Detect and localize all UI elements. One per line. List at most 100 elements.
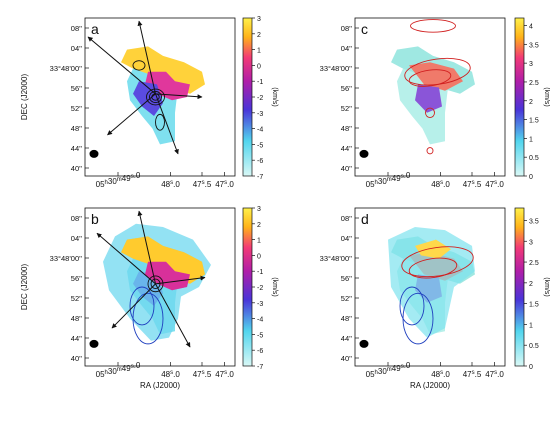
colorbar-tick-label: -3 bbox=[257, 301, 263, 308]
plot-frame bbox=[84, 207, 236, 367]
y-tick-label: 52'' bbox=[71, 294, 83, 303]
contour-red bbox=[408, 69, 452, 87]
colorbar-tick-label: 3 bbox=[257, 206, 261, 213]
contour-black bbox=[147, 275, 164, 293]
x-tick-label: 05h30m49s.0 bbox=[96, 361, 141, 379]
colorbar-bar bbox=[242, 17, 253, 177]
beam-ellipse bbox=[89, 339, 99, 348]
x-tick-label: 05h30m49s.0 bbox=[96, 171, 141, 189]
colorbar-tick-label: 0 bbox=[257, 253, 261, 260]
y-tick-label: 08'' bbox=[341, 214, 353, 223]
colorbar-tick-label: -5 bbox=[257, 332, 263, 339]
colorbar-tick-label: -3 bbox=[257, 111, 263, 118]
colorbar-tick-label: 3.5 bbox=[529, 218, 539, 225]
outflow-arrow bbox=[87, 36, 156, 95]
y-tick-label: 33°48'00'' bbox=[320, 64, 353, 73]
colorbar-tick-label: -6 bbox=[257, 348, 263, 355]
contour-blue bbox=[399, 286, 425, 326]
contour-black bbox=[155, 113, 165, 131]
outflow-arrow bbox=[137, 210, 156, 284]
colorbar-tick-label: -1 bbox=[257, 269, 263, 276]
y-tick-label: 48'' bbox=[71, 124, 83, 133]
colorbar-bar bbox=[514, 207, 525, 367]
velocity-map bbox=[121, 46, 205, 145]
outflow-arrow bbox=[96, 232, 156, 285]
y-tick-label: 48'' bbox=[71, 314, 83, 323]
contours bbox=[399, 246, 474, 345]
y-tick-label: 08'' bbox=[71, 214, 83, 223]
y-tick-label: 44'' bbox=[341, 334, 353, 343]
contour-black bbox=[149, 91, 162, 103]
y-axis-title: DEC (J2000) bbox=[20, 74, 29, 121]
y-tick-label: 40'' bbox=[71, 354, 83, 363]
y-tick-label: 56'' bbox=[71, 84, 83, 93]
y-tick-label: 48'' bbox=[341, 314, 353, 323]
colorbar-tick-label: 4 bbox=[529, 24, 533, 31]
colorbar-tick-label: 0 bbox=[529, 364, 533, 371]
y-tick-label: 56'' bbox=[341, 274, 353, 283]
outflow-arrows bbox=[96, 210, 206, 348]
colorbar-label: (km/s) bbox=[543, 87, 550, 106]
contour-blue bbox=[402, 292, 434, 345]
plot-frame bbox=[354, 207, 506, 367]
y-tick-label: 04'' bbox=[341, 44, 353, 53]
outflow-arrow bbox=[155, 93, 203, 100]
colorbar-tick-label: 2 bbox=[257, 32, 261, 39]
colorbar-tick-label: 2 bbox=[529, 281, 533, 288]
x-tick-label: 48s.0 bbox=[161, 180, 180, 189]
outflow-arrows bbox=[87, 20, 203, 155]
x-tick-label: 05h30m49s.0 bbox=[366, 171, 411, 189]
y-tick-label: 52'' bbox=[341, 104, 353, 113]
contour-black bbox=[150, 278, 161, 290]
y-tick-label: 44'' bbox=[71, 334, 83, 343]
contour-black bbox=[146, 88, 165, 106]
contour-blue bbox=[132, 292, 164, 345]
map-region-purple bbox=[415, 84, 442, 113]
y-tick-label: 44'' bbox=[341, 144, 353, 153]
colorbar-bar bbox=[514, 17, 525, 177]
outflow-arrow bbox=[107, 93, 156, 136]
y-tick-label: 04'' bbox=[71, 234, 83, 243]
colorbar-tick-label: -5 bbox=[257, 142, 263, 149]
colorbar-tick-label: 2 bbox=[529, 99, 533, 106]
contour-red bbox=[426, 147, 434, 155]
colorbar: 3 2 1 0 -1 -2 -3 -4 -5 -6 -7 (km/s) bbox=[242, 206, 278, 371]
y-tick-label: 44'' bbox=[71, 144, 83, 153]
y-axis-title: DEC (J2000) bbox=[20, 264, 29, 311]
y-tick-label: 04'' bbox=[71, 44, 83, 53]
panel-label: d bbox=[361, 211, 369, 227]
map-region-yellow bbox=[415, 239, 451, 259]
map-region-yellow bbox=[121, 46, 205, 94]
colorbar-tick-label: 0.5 bbox=[529, 155, 539, 162]
panel-label: c bbox=[361, 21, 368, 37]
panel-c: c 08'' 04'' 33°48'00'' 56'' 52'' 48'' 44'' 40'' 0… bbox=[320, 17, 550, 189]
colorbar-tick-label: 3 bbox=[529, 239, 533, 246]
colorbar: 4 3.5 3 2.5 2 1.5 1 0.5 0 (km/s) bbox=[514, 17, 550, 181]
outflow-arrow bbox=[111, 283, 156, 329]
contour-red bbox=[410, 19, 456, 33]
y-tick-label: 40'' bbox=[341, 164, 353, 173]
colorbar-tick-label: 1 bbox=[257, 48, 261, 55]
y-tick-label: 33°48'00'' bbox=[50, 64, 83, 73]
y-tick-label: 04'' bbox=[341, 234, 353, 243]
x-tick-label: 47s.5 bbox=[463, 370, 482, 379]
x-tick-label: 47s.0 bbox=[215, 180, 234, 189]
colorbar-tick-label: 2.5 bbox=[529, 260, 539, 267]
panel-a: a 08'' 04'' 33°48'00'' 56'' 52'' 48'' 44'' 40'' 0… bbox=[20, 16, 278, 189]
map-region-magenta-b bbox=[145, 261, 190, 291]
colorbar-tick-label: 2 bbox=[257, 222, 261, 229]
colorbar-bar bbox=[242, 207, 253, 367]
colorbar-tick-label: 0 bbox=[529, 174, 533, 181]
x-tick-label: 47s.5 bbox=[193, 370, 212, 379]
y-tick-label: 08'' bbox=[71, 24, 83, 33]
colorbar-tick-label: 1 bbox=[529, 136, 533, 143]
colorbar-tick-label: 3.5 bbox=[529, 42, 539, 49]
y-tick-label: 33°48'00'' bbox=[320, 254, 353, 263]
colorbar-tick-label: -1 bbox=[257, 79, 263, 86]
colorbar-tick-label: 1.5 bbox=[529, 302, 539, 309]
colorbar-tick-label: 3 bbox=[257, 16, 261, 23]
x-axis-title: RA (J2000) bbox=[410, 381, 450, 390]
contours bbox=[129, 275, 164, 345]
colorbar-label: (km/s) bbox=[543, 277, 550, 296]
